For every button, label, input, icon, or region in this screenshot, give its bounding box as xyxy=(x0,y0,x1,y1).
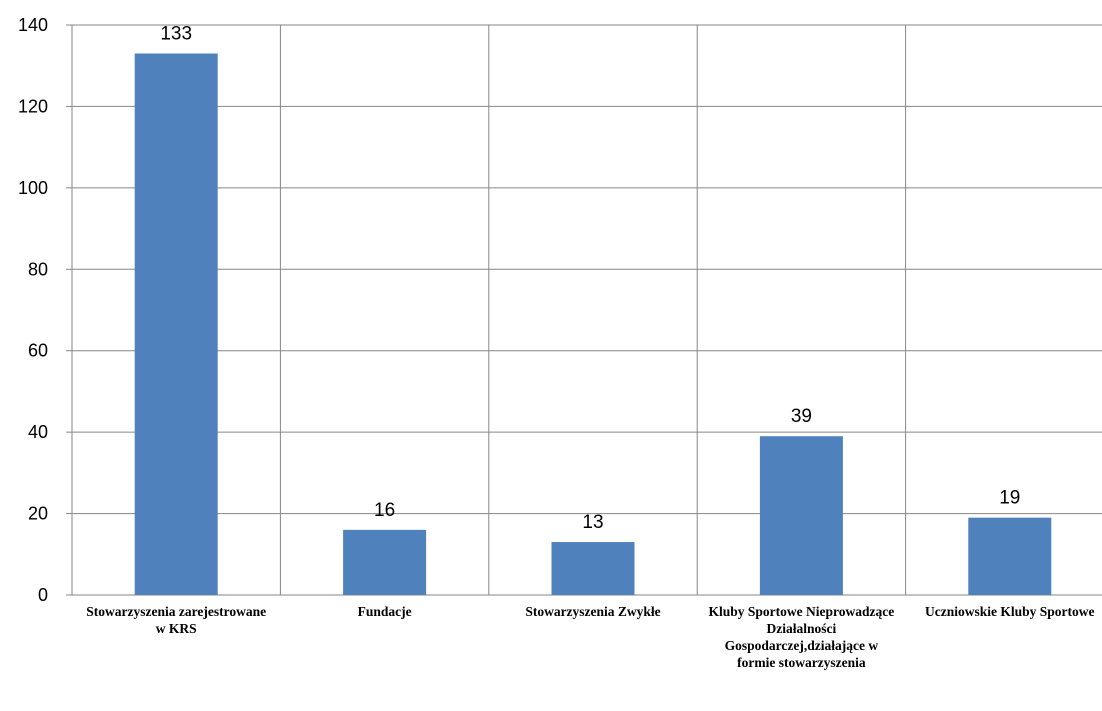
data-label: 133 xyxy=(160,24,192,45)
y-tick-label: 140 xyxy=(18,15,48,35)
y-tick-label: 40 xyxy=(28,422,48,442)
data-label: 13 xyxy=(582,512,603,533)
x-tick-label: Stowarzyszenia zarejestrowane w KRS xyxy=(86,604,267,636)
x-tick-label: Kluby Sportowe Nieprowadzące Działalnośc… xyxy=(708,604,895,670)
x-tick-label: Stowarzyszenia Zwykłe xyxy=(525,604,661,619)
bar xyxy=(968,517,1052,595)
y-tick-label: 80 xyxy=(28,259,48,279)
x-tick-label: Fundacje xyxy=(357,604,412,619)
data-label: 39 xyxy=(791,406,812,427)
x-tick-label: Uczniowskie Kluby Sportowe xyxy=(925,604,1095,619)
y-tick-label: 20 xyxy=(28,504,48,524)
y-tick-label: 0 xyxy=(38,585,48,605)
y-tick-label: 100 xyxy=(18,178,48,198)
bar xyxy=(759,436,843,595)
bar xyxy=(343,529,427,595)
bar xyxy=(134,53,218,595)
data-label: 19 xyxy=(999,488,1020,509)
bar xyxy=(551,542,635,595)
y-tick-label: 60 xyxy=(28,341,48,361)
y-tick-label: 120 xyxy=(18,96,48,116)
data-label: 16 xyxy=(374,500,395,521)
